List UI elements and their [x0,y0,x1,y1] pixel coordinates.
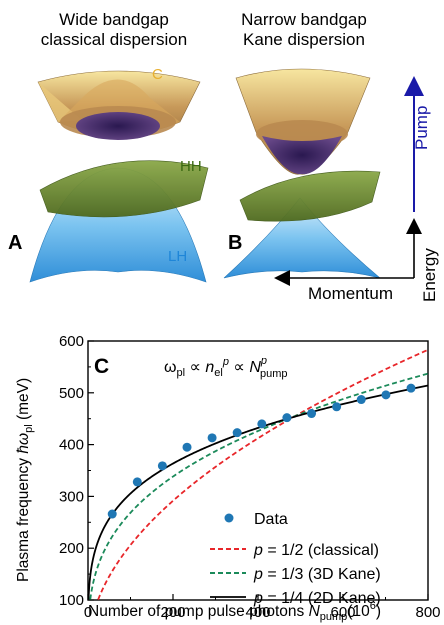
y-tick-label-600: 600 [59,333,84,350]
chart-axes [87,340,429,601]
data-point-11 [381,390,391,400]
panel-b-heavy-hole-band [239,170,381,222]
curve-classical [97,348,429,601]
x-tick-label-600: 600 [330,604,355,621]
chart-ylabel: Plasma frequency ħωpl (meV) [15,378,35,582]
legend-kane2d-label: p = 1/4 (2D Kane) [253,590,381,607]
data-point-9 [332,402,342,412]
curve-kane-3d [89,372,429,600]
panel-b-title-line1: Narrow bandgap [241,10,367,29]
panel-a-conduction-band [37,70,201,140]
panel-a-label-lh: LH [168,248,188,265]
momentum-label: Momentum [308,284,394,303]
data-point-6 [257,419,267,429]
data-point-3 [182,442,192,452]
y-tick-label-400: 400 [59,437,84,454]
panel-c-letter: C [94,355,109,378]
legend-classical-label: p = 1/2 (classical) [253,542,379,559]
data-point-0 [107,509,117,519]
data-point-12 [406,383,416,393]
legend-data-label: Data [254,511,288,528]
y-tick-label-300: 300 [59,488,84,505]
data-point-1 [132,477,142,487]
data-point-10 [356,395,366,405]
data-point-8 [307,409,317,419]
chart-curves [87,348,429,601]
chart-legend: Data p = 1/2 (classical) p = 1/3 (3D Kan… [210,511,381,607]
panel-a-title-line1: Wide bandgap [59,10,169,29]
data-point-5 [232,428,242,438]
panel-b-title: Narrow bandgap Kane dispersion [224,10,384,50]
panel-b-letter: B [228,232,243,254]
x-tick-label-200: 200 [160,604,185,621]
x-tick-label-400: 400 [245,604,270,621]
panel-b-conduction-band [235,68,371,175]
panel-a-title-line2: classical dispersion [40,30,188,49]
y-tick-label-100: 100 [59,592,84,609]
data-point-7 [282,413,292,423]
data-point-2 [157,461,167,471]
legend-kane3d-label: p = 1/3 (3D Kane) [253,566,381,583]
plot-frame [87,340,429,601]
chart-points [107,383,416,519]
chart-xlabel: Number of pump pulse photons Npump(106) [88,600,381,623]
panel-a-label-c: C [152,66,163,83]
chart-formula: ωpl ∝ nelp ∝ Np pump [164,355,288,380]
x-tick-label-0: 0 [84,604,92,621]
y-tick-label-200: 200 [59,540,84,557]
panel-b-title-line2: Kane dispersion [243,30,365,49]
panel-a-heavy-hole-band [39,160,209,218]
panel-a-letter: A [8,232,23,254]
panel-a-label-hh: HH [180,158,202,175]
band-diagrams [29,68,424,286]
chart-tick-labels: 0 200 400 600 800 100 200 300 400 500 600 [59,333,441,621]
x-tick-label-800: 800 [415,604,440,621]
y-tick-label-500: 500 [59,385,84,402]
panel-a-title: Wide bandgap classical dispersion [14,10,214,50]
legend-data-marker [224,513,234,523]
data-point-4 [207,433,217,443]
curve-kane-2d [87,384,429,600]
